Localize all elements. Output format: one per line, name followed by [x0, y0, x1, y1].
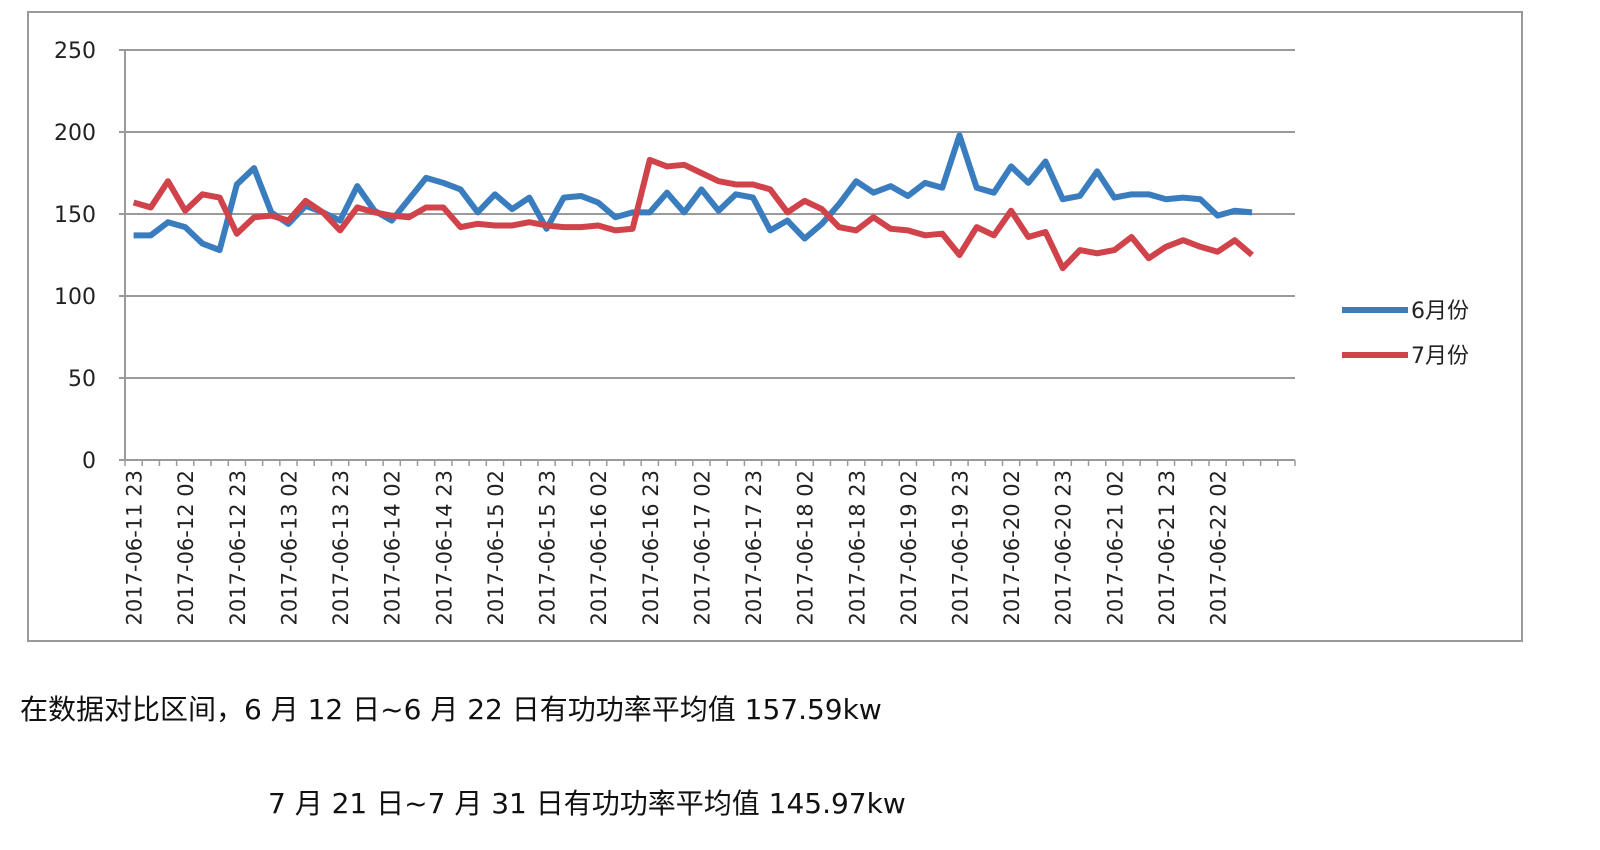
x-tick-label: 2017-06-18 02	[794, 470, 818, 625]
x-tick-label: 2017-06-19 02	[897, 470, 921, 625]
legend-label: 6月份	[1411, 299, 1469, 324]
x-tick-label: 2017-06-13 23	[329, 470, 353, 625]
y-tick-label: 250	[54, 39, 96, 64]
legend-label: 7月份	[1411, 344, 1469, 369]
x-tick-label: 2017-06-18 23	[845, 470, 869, 625]
x-tick-label: 2017-06-21 02	[1103, 470, 1127, 625]
y-tick-label: 150	[54, 203, 96, 228]
x-tick-label: 2017-06-14 23	[432, 470, 456, 625]
chart-frame	[27, 11, 1523, 642]
x-tick-label: 2017-06-15 23	[536, 470, 560, 625]
x-tick-label: 2017-06-19 23	[948, 470, 972, 625]
y-tick-label: 0	[82, 449, 96, 474]
x-tick-label: 2017-06-21 23	[1155, 470, 1179, 625]
y-tick-label: 100	[54, 285, 96, 310]
x-tick-label: 2017-06-20 23	[1052, 470, 1076, 625]
x-tick-label: 2017-06-13 02	[277, 470, 301, 625]
series-line	[132, 156, 1254, 272]
x-tick-label: 2017-06-12 23	[226, 470, 250, 625]
x-tick-label: 2017-06-20 02	[1000, 470, 1024, 625]
y-tick-label: 50	[68, 367, 96, 392]
paragraph: 在数据对比区间，6 月 12 日~6 月 22 日有功功率平均值 157.59k…	[20, 693, 882, 726]
chart: 0 50 100 150 200 250 2017-06-11 23 2017-06-12 0…	[27, 11, 1523, 642]
x-tick-label: 2017-06-12 02	[174, 470, 198, 625]
x-tick-label: 2017-06-17 23	[742, 470, 766, 625]
paragraph: 7 月 21 日~7 月 31 日有功功率平均值 145.97kw	[268, 787, 906, 820]
x-tick-label: 2017-06-14 02	[381, 470, 405, 625]
x-tick-label: 2017-06-15 02	[484, 470, 508, 625]
x-tick-label: 2017-06-22 02	[1207, 470, 1231, 625]
x-tick-label: 2017-06-16 23	[639, 470, 663, 625]
y-tick-label: 200	[54, 121, 96, 146]
x-tick-label: 2017-06-17 02	[690, 470, 714, 625]
x-tick-label: 2017-06-11 23	[123, 470, 147, 625]
x-tick-label: 2017-06-16 02	[587, 470, 611, 625]
